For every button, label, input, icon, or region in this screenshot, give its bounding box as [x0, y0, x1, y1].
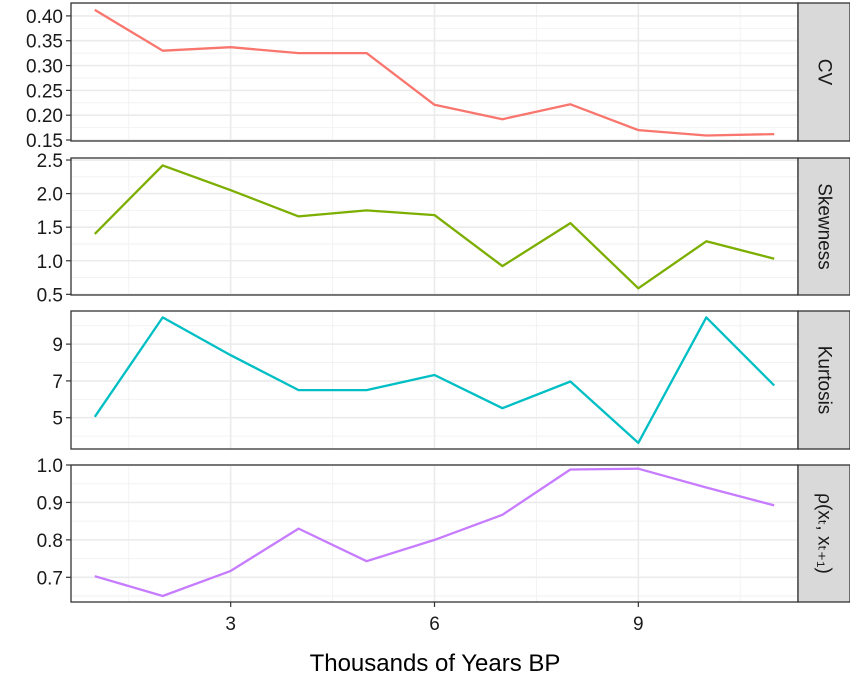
series-line — [94, 8, 775, 137]
y-tick-label: 0.40 — [26, 7, 63, 28]
series-line — [94, 467, 775, 598]
y-tick-label: 1.0 — [37, 456, 63, 477]
y-tick-label: 0.7 — [37, 568, 63, 589]
facet-strip-background — [797, 2, 850, 142]
y-tick-label: 0.9 — [37, 493, 63, 514]
panel-3: 5 7 9 Kurtosis — [52, 310, 850, 450]
facet-strip-background — [797, 157, 850, 296]
y-tick-label: 7 — [52, 372, 63, 393]
panel-2: 0.5 1.0 1.5 2.0 2.5 Skewness — [37, 151, 850, 306]
series-line — [93, 164, 775, 290]
y-tick-label: 9 — [52, 335, 63, 356]
y-tick-label: 2.5 — [37, 151, 63, 172]
y-tick-label: 0.35 — [26, 32, 63, 53]
series-line — [93, 316, 776, 445]
y-tick-label: 2.0 — [37, 185, 63, 206]
facet-strip-background — [797, 464, 850, 603]
facet-strip-background — [797, 310, 850, 450]
y-tick-label: 5 — [52, 409, 63, 430]
facet-strip-label: Kurtosis — [814, 346, 835, 415]
x-tick-label: 6 — [429, 614, 440, 635]
y-tick-label: 0.30 — [26, 57, 63, 78]
panel-4: 0.7 0.8 0.9 1.0 ρ(xₜ, xₜ₊₁) — [37, 456, 850, 603]
x-axis-title: Thousands of Years BP — [310, 650, 561, 677]
facet-strip-label: CV — [814, 59, 835, 86]
x-tick-label: 3 — [225, 614, 236, 635]
y-tick-label: 0.5 — [37, 285, 63, 306]
y-tick-label: 0.8 — [37, 531, 63, 552]
panel-1: 0.15 0.20 0.25 0.30 0.35 0.40 CV — [26, 2, 850, 152]
facet-strip: Kurtosis — [797, 310, 850, 450]
facet-strip-label: ρ(xₜ, xₜ₊₁) — [814, 493, 835, 574]
x-tick-label: 9 — [633, 614, 644, 635]
facet-strip: ρ(xₜ, xₜ₊₁) — [797, 464, 850, 603]
facet-strip: Skewness — [797, 157, 850, 296]
y-tick-label: 1.0 — [37, 252, 63, 273]
facet-strip-label: Skewness — [814, 183, 835, 270]
y-tick-label: 0.25 — [26, 81, 63, 102]
facet-strip: CV — [797, 2, 850, 142]
y-tick-label: 1.5 — [37, 218, 63, 239]
y-tick-label: 0.20 — [26, 106, 63, 127]
y-tick-label: 0.15 — [26, 131, 63, 152]
